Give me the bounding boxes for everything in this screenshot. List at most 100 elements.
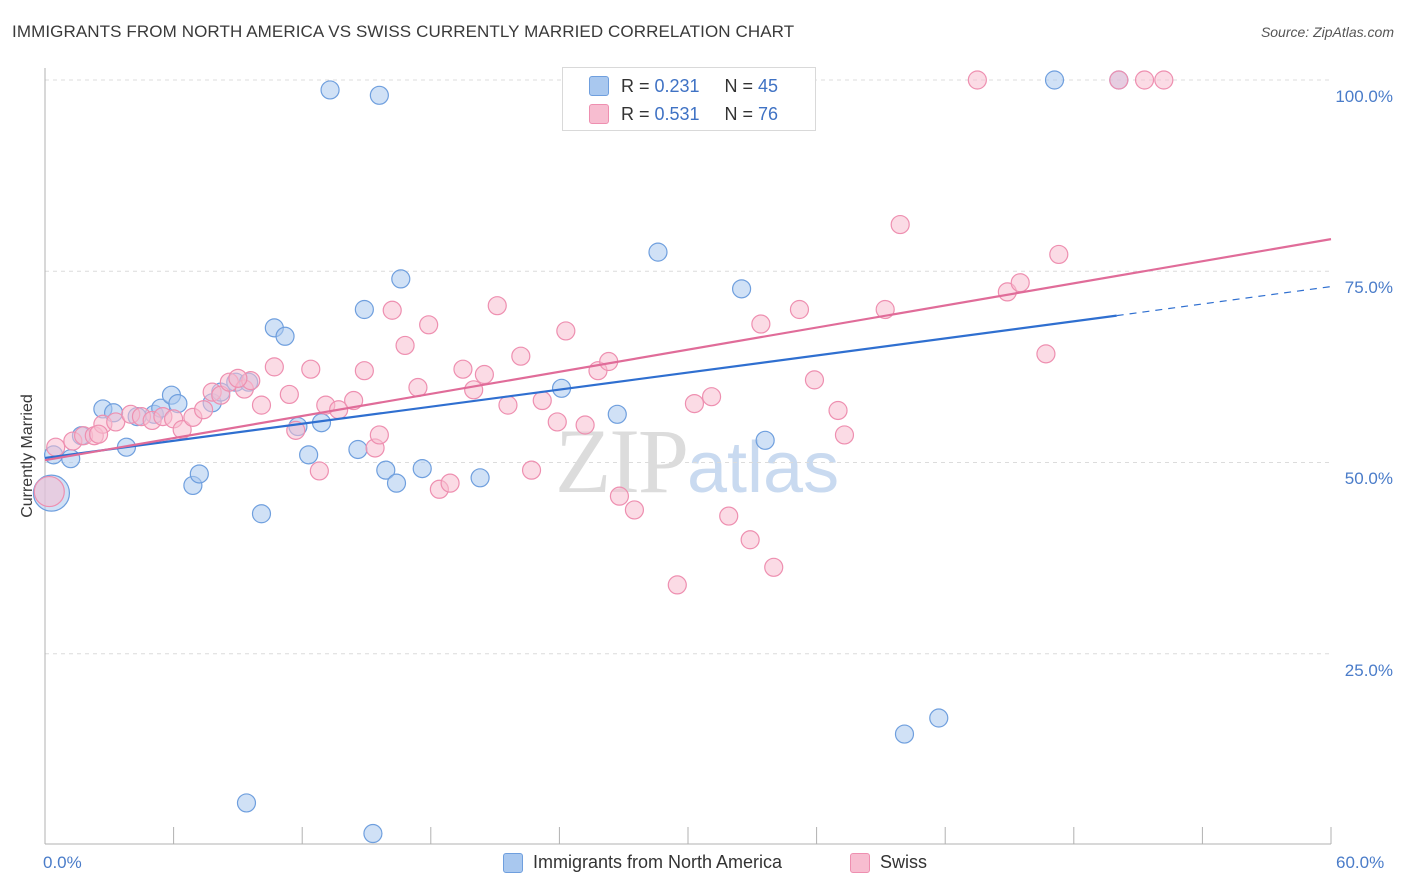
scatter-point-swiss [890, 214, 910, 235]
scatter-point-swiss [789, 299, 810, 320]
scatter-point-north-america [607, 404, 627, 424]
legend-r-label: R = [621, 75, 655, 96]
scatter-point-swiss [88, 424, 109, 444]
legend-n-label: N = [724, 75, 759, 96]
scatter-point-north-america [354, 299, 374, 320]
scatter-point-north-america [894, 724, 915, 744]
series-legend-swiss[interactable]: Swiss [850, 852, 927, 873]
series-swatch-swiss [850, 852, 870, 873]
scatter-point-swiss [106, 412, 126, 432]
legend-row-swiss: R = 0.531 N = 76 [563, 101, 778, 127]
scatter-point-north-america [320, 80, 340, 100]
scatter-point-swiss [251, 395, 272, 415]
y-tick-label-25: 25.0% [1344, 661, 1393, 680]
y-tick-label-75: 75.0% [1344, 278, 1393, 297]
scatter-point-swiss [1154, 70, 1174, 90]
legend-r-value: 0.531 [654, 103, 700, 124]
scatter-point-swiss [395, 335, 415, 356]
legend-row-north-america: R = 0.231 N = 45 [563, 73, 778, 99]
chart-title: IMMIGRANTS FROM NORTH AMERICA VS SWISS C… [12, 22, 795, 41]
series-swatch-north-america [503, 852, 523, 873]
stats-legend: R = 0.231 N = 45 R = 0.531 N = 76 [562, 67, 816, 131]
scatter-point-north-america [251, 504, 272, 524]
scatter-point-north-america [412, 459, 432, 479]
scatter-point-swiss [487, 296, 507, 316]
scatter-point-swiss [967, 70, 987, 90]
scatter-point-north-america [755, 430, 775, 450]
scatter-point-north-america [348, 439, 368, 460]
scatter-point-swiss [309, 461, 329, 481]
scatter-point-swiss [264, 357, 284, 377]
scatter-point-swiss [547, 412, 567, 432]
scatter-point-swiss [511, 346, 531, 366]
scatter-point-swiss [719, 506, 739, 526]
scatter-point-north-america [61, 449, 81, 469]
scatter-point-north-america [470, 468, 490, 488]
y-tick-label-50: 50.0% [1344, 469, 1393, 488]
scatter-point-swiss [194, 400, 214, 420]
scatter-point-north-america [386, 473, 407, 493]
scatter-point-swiss [751, 314, 771, 334]
source-label: Source: ZipAtlas.com [1260, 24, 1394, 40]
scatter-point-north-america [929, 708, 949, 728]
scatter-point-north-america [731, 279, 752, 299]
x-tick-label-min: 0.0% [43, 853, 82, 872]
legend-n-label: N = [724, 103, 759, 124]
scatter-point-swiss [834, 425, 855, 445]
scatter-point-swiss [279, 384, 299, 405]
scatter-point-swiss [498, 395, 518, 415]
scatter-point-north-america [648, 242, 668, 262]
scatter-point-swiss [1049, 244, 1069, 265]
scatter-point-swiss [740, 530, 760, 550]
scatter-point-north-america [236, 793, 257, 813]
scatter-point-swiss [408, 377, 428, 398]
legend-n-value: 76 [758, 103, 779, 124]
series-label-north-america: Immigrants from North America [533, 852, 783, 872]
scatter-point-swiss [1036, 344, 1056, 364]
scatter-point-swiss [419, 315, 439, 335]
scatter-point-swiss [369, 425, 389, 445]
scatter-point-swiss [828, 400, 848, 421]
scatter-point-swiss [440, 473, 460, 493]
x-tick-label-max: 60.0% [1336, 853, 1385, 872]
legend-swatch-swiss [589, 104, 609, 124]
scatter-point-north-america [363, 823, 383, 844]
scatter-point-swiss [453, 359, 473, 379]
scatter-point-swiss [464, 380, 484, 400]
scatter-point-north-america [189, 464, 209, 484]
scatter-point-swiss [532, 390, 552, 411]
trend-line-swiss [44, 238, 1332, 462]
scatter-point-swiss [521, 460, 542, 480]
scatter-point-swiss [354, 361, 374, 381]
scatter-point-swiss [804, 370, 825, 390]
series-legend-north-america[interactable]: Immigrants from North America [503, 852, 782, 873]
scatter-point-north-america [1044, 70, 1065, 90]
scatter-point-swiss [344, 390, 364, 411]
scatter-point-swiss [764, 557, 784, 577]
trend-line-north-america [44, 314, 1117, 460]
scatter-point-swiss [1134, 70, 1155, 90]
scatter-point-swiss [33, 475, 65, 508]
scatter-point-north-america [376, 460, 396, 480]
scatter-point-swiss [575, 415, 595, 435]
scatter-point-swiss [1010, 273, 1030, 293]
series-label-swiss: Swiss [880, 852, 928, 872]
legend-r-value: 0.231 [654, 75, 700, 96]
scatter-point-swiss [46, 437, 66, 457]
legend-r-label: R = [621, 103, 655, 124]
y-tick-label-100: 100.0% [1335, 87, 1393, 106]
scatter-point-north-america [299, 445, 319, 465]
legend-swatch-north-america [589, 76, 609, 96]
scatter-point-north-america [369, 85, 389, 105]
scatter-point-north-america [275, 326, 295, 346]
scatter-point-swiss [667, 575, 687, 595]
legend-n-value: 45 [758, 75, 779, 96]
scatter-point-swiss [1109, 70, 1129, 90]
scatter-point-swiss [624, 500, 645, 520]
scatter-point-swiss [609, 486, 630, 506]
scatter-point-swiss [228, 368, 248, 388]
scatter-point-north-america [391, 269, 411, 289]
scatter-point-swiss [301, 359, 321, 379]
scatter-point-swiss [474, 364, 494, 385]
